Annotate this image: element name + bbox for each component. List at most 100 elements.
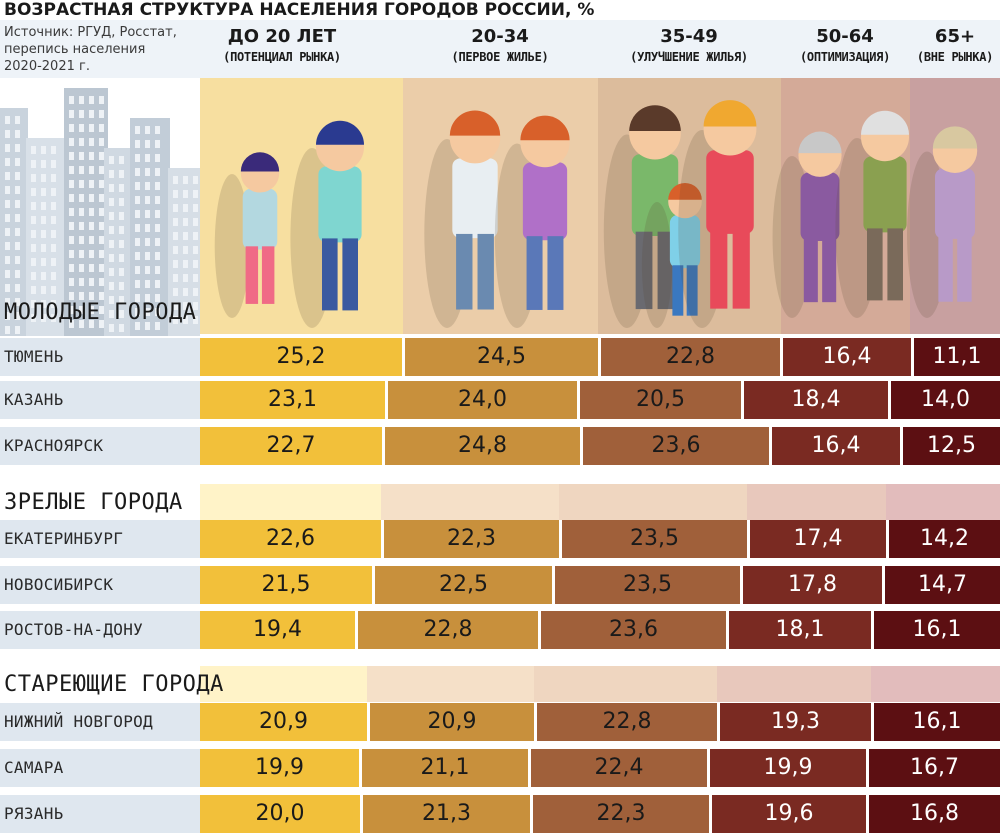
- building-window: [155, 308, 160, 316]
- building-window: [145, 238, 150, 246]
- building-window: [89, 152, 94, 160]
- building-window: [79, 250, 84, 258]
- series-description: (УЛУЧШЕНИЕ ЖИЛЬЯ): [630, 50, 748, 64]
- building-window: [155, 154, 160, 162]
- building-window: [15, 256, 20, 264]
- building-window: [183, 204, 188, 212]
- series-name: ДО 20 ЛЕТ: [227, 26, 337, 47]
- building-window: [89, 292, 94, 300]
- building-window: [5, 130, 10, 138]
- city-row: НОВОСИБИРСК 21,5 22,5 23,5 17,8 14,7: [0, 566, 1000, 604]
- bar-segment: 23,1: [200, 381, 385, 419]
- bar-value-label: 24,5: [477, 344, 526, 369]
- building-window: [51, 216, 56, 224]
- building-window: [5, 242, 10, 250]
- building-window: [155, 140, 160, 148]
- city-name: РЯЗАНЬ: [0, 795, 200, 833]
- building-window: [145, 266, 150, 274]
- bar-segment: 11,1: [914, 338, 1000, 376]
- bar-value-label: 22,5: [439, 572, 488, 597]
- building-window: [145, 140, 150, 148]
- building-window: [51, 272, 56, 280]
- building-window: [41, 244, 46, 252]
- building-window: [119, 240, 124, 248]
- bar-value-label: 20,0: [255, 801, 305, 826]
- person-figure: [603, 105, 681, 328]
- building-window: [41, 300, 46, 308]
- building-window: [15, 144, 20, 152]
- building-window: [145, 126, 150, 134]
- building-window: [41, 146, 46, 154]
- building-window: [31, 202, 36, 210]
- bar-segment: 22,7: [200, 427, 382, 465]
- building-window: [69, 138, 74, 146]
- bar-value-label: 23,1: [268, 387, 317, 412]
- bar-segment: 21,3: [363, 795, 530, 833]
- bar-value-label: 16,1: [912, 617, 962, 642]
- building-window: [15, 214, 20, 222]
- bar-segment: 19,9: [200, 749, 359, 787]
- building-window: [183, 176, 188, 184]
- city-name: НОВОСИБИРСК: [0, 566, 200, 604]
- building-window: [99, 306, 104, 314]
- building-window: [145, 154, 150, 162]
- bar-value-label: 20,9: [259, 709, 308, 734]
- city-name: НИЖНИЙ НОВГОРОД: [0, 703, 200, 741]
- city-row: РЯЗАНЬ 20,0 21,3 22,3 19,6 16,8: [0, 795, 1000, 833]
- building-window: [31, 272, 36, 280]
- building-window: [41, 160, 46, 168]
- building-window: [69, 166, 74, 174]
- column-header: 35-49 (УЛУЧШЕНИЕ ЖИЛЬЯ): [589, 26, 789, 66]
- building-window: [145, 280, 150, 288]
- building-window: [31, 300, 36, 308]
- bar-value-label: 16,1: [912, 709, 962, 734]
- building-window: [31, 160, 36, 168]
- bar-value-label: 11,1: [932, 344, 982, 369]
- building-window: [145, 252, 150, 260]
- building-window: [31, 174, 36, 182]
- building-window: [173, 176, 178, 184]
- series-description: (ПОТЕНЦИАЛ РЫНКА): [223, 50, 341, 64]
- building-window: [51, 286, 56, 294]
- building-window: [79, 222, 84, 230]
- building-window: [99, 96, 104, 104]
- building-window: [193, 246, 198, 254]
- city-name: РОСТОВ-НА-ДОНУ: [0, 611, 200, 649]
- building-window: [15, 186, 20, 194]
- building-window: [79, 264, 84, 272]
- building-window: [109, 282, 114, 290]
- bar-segment: 22,6: [200, 520, 381, 558]
- person-figure: [678, 100, 757, 328]
- bar-value-label: 16,7: [910, 755, 959, 780]
- bar-value-label: 23,5: [623, 572, 672, 597]
- person-figure: [772, 131, 842, 318]
- building-window: [155, 168, 160, 176]
- building-window: [31, 244, 36, 252]
- bar-value-label: 16,4: [811, 433, 861, 458]
- building-window: [183, 274, 188, 282]
- bar-value-label: 22,7: [266, 433, 316, 458]
- building-window: [193, 288, 198, 296]
- building-window: [79, 96, 84, 104]
- bar-segment: 19,4: [200, 611, 355, 649]
- building-window: [5, 116, 10, 124]
- building-window: [31, 216, 36, 224]
- building-window: [145, 182, 150, 190]
- building-window: [89, 320, 94, 328]
- building-window: [51, 300, 56, 308]
- building-window: [135, 154, 140, 162]
- building-window: [119, 282, 124, 290]
- bar-value-label: 17,4: [793, 526, 843, 551]
- building-window: [69, 292, 74, 300]
- bar-segment: 20,5: [580, 381, 741, 419]
- building-window: [183, 218, 188, 226]
- building-window: [193, 204, 198, 212]
- building-window: [31, 286, 36, 294]
- building-window: [41, 216, 46, 224]
- building-window: [69, 96, 74, 104]
- building-window: [51, 314, 56, 322]
- bar-segment: 23,6: [583, 427, 769, 465]
- building-window: [89, 110, 94, 118]
- building-window: [109, 324, 114, 332]
- building-window: [119, 156, 124, 164]
